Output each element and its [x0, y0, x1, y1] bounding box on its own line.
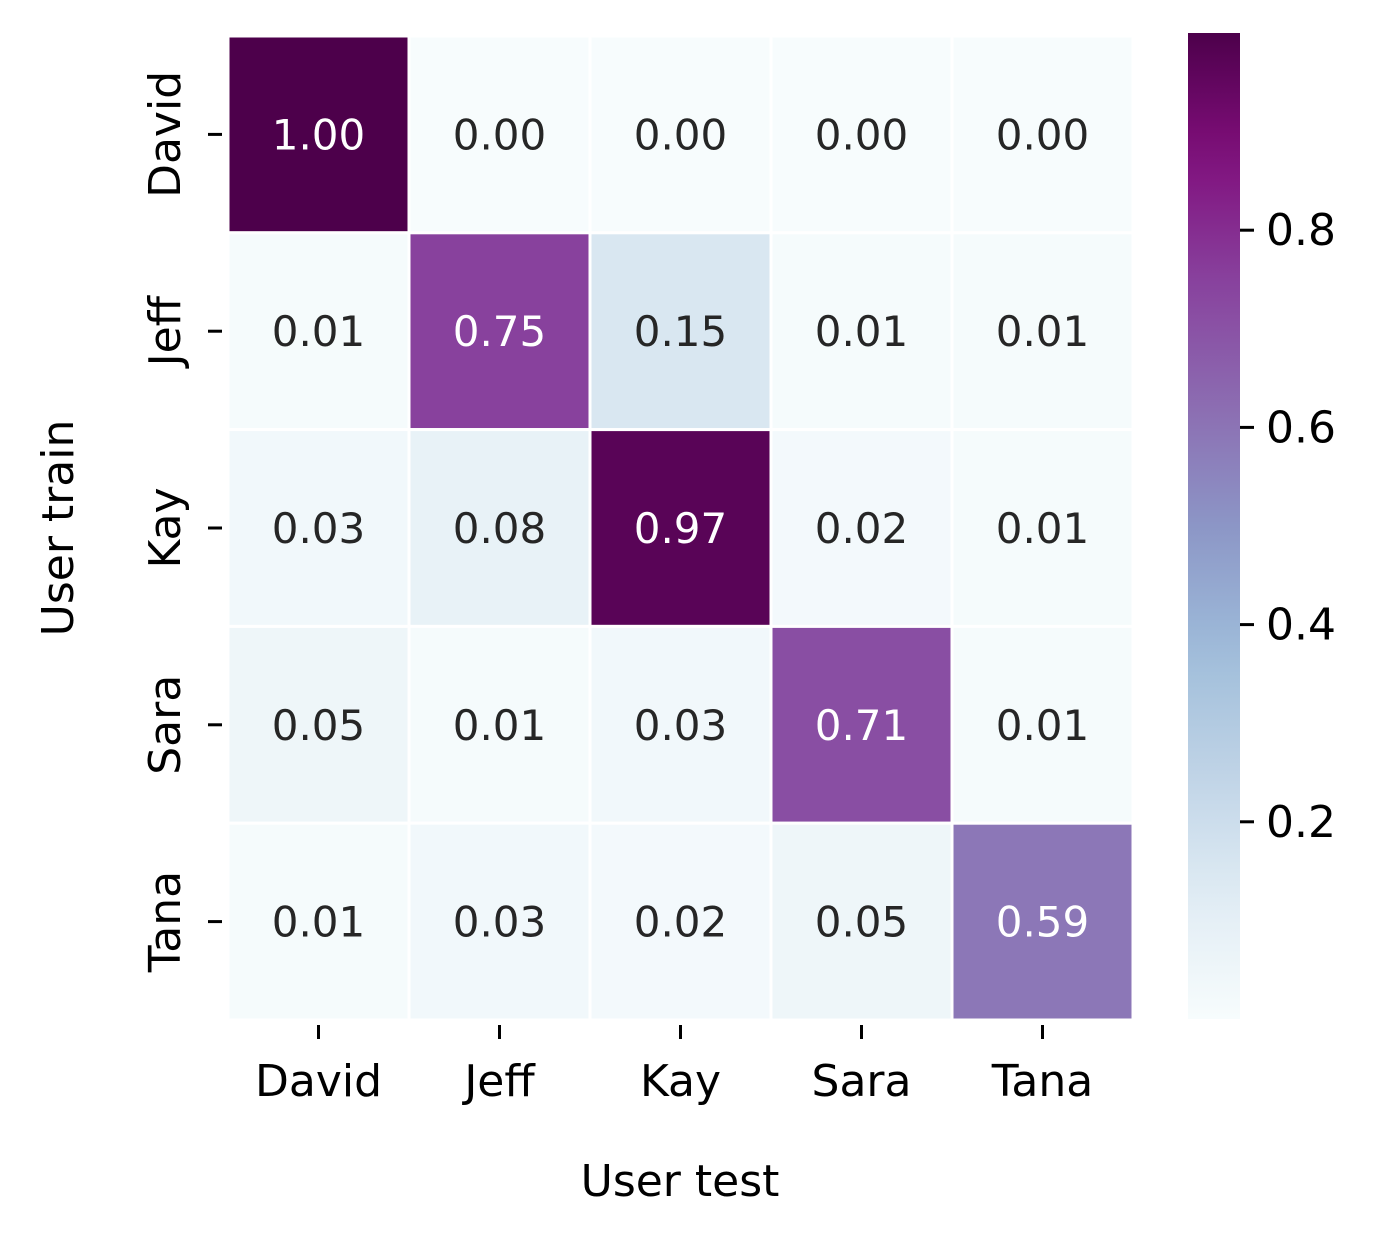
cell-value-label-0-3: 0.00 — [815, 110, 909, 159]
colorbar-ticks: 0.2 0.4 0.6 0.8 — [1240, 205, 1336, 848]
x-tick-label: Sara — [812, 1056, 912, 1107]
cell-value-label-1-1: 0.75 — [453, 307, 547, 356]
y-tick-label: Jeff — [140, 294, 191, 369]
heatmap-cell-4-1 — [407, 821, 592, 1022]
colorbar-tick-label: 0.4 — [1266, 600, 1336, 651]
cell-value-label-1-3: 0.01 — [815, 307, 909, 356]
heatmap-cell-3-4 — [950, 624, 1135, 825]
heatmap-cell-1-4 — [950, 231, 1135, 432]
heatmap-cell-4-0 — [226, 821, 411, 1022]
heatmap-cell-0-3 — [769, 34, 954, 235]
y-tick-label: Sara — [140, 675, 191, 775]
cell-value-label-0-2: 0.00 — [634, 110, 728, 159]
cell-value-label-3-0: 0.05 — [272, 701, 366, 750]
heatmap-cell-2-3 — [769, 428, 954, 628]
cell-value-label-3-2: 0.03 — [634, 701, 728, 750]
cell-value-label-0-1: 0.00 — [453, 110, 547, 159]
heatmap-cell-0-2 — [588, 34, 773, 235]
heatmap-cell-1-2 — [588, 231, 773, 432]
cell-value-label-0-0: 1.00 — [272, 110, 366, 159]
cell-value-label-0-4: 0.00 — [996, 110, 1090, 159]
x-tick-label: Tana — [991, 1056, 1093, 1107]
cell-value-label-2-3: 0.02 — [815, 504, 909, 553]
cell-value-label-1-2: 0.15 — [634, 307, 728, 356]
heatmap-cells: 1.00 0.00 0.00 0.00 0.00 0.01 0.75 0.15 0.01 0.01… — [226, 34, 1135, 1022]
cell-value-label-4-0: 0.01 — [272, 898, 366, 947]
cell-value-label-2-4: 0.01 — [996, 504, 1090, 553]
y-axis-ticks: David Jeff Kay Sara Tana — [140, 71, 222, 973]
y-tick-label: David — [140, 71, 191, 198]
colorbar — [1188, 33, 1240, 1019]
heatmap-cell-3-1 — [407, 624, 592, 825]
heatmap-cell-2-1 — [407, 428, 592, 628]
x-axis-ticks: David Jeff Kay Sara Tana — [255, 1025, 1093, 1107]
y-tick-label: Kay — [140, 487, 191, 568]
heatmap-cell-0-0 — [226, 34, 411, 235]
cell-value-label-4-3: 0.05 — [815, 898, 909, 947]
x-tick-label: David — [255, 1056, 382, 1107]
cell-value-label-2-1: 0.08 — [453, 504, 547, 553]
heatmap-cell-3-3 — [769, 624, 954, 825]
colorbar-tick-label: 0.8 — [1266, 205, 1336, 256]
colorbar-tick-label: 0.6 — [1266, 402, 1336, 453]
y-axis-label: User train — [33, 420, 84, 637]
heatmap-cell-3-2 — [588, 624, 773, 825]
cell-value-label-1-0: 0.01 — [272, 307, 366, 356]
cell-value-label-2-0: 0.03 — [272, 504, 366, 553]
cell-value-label-4-1: 0.03 — [453, 898, 547, 947]
cell-value-label-3-4: 0.01 — [996, 701, 1090, 750]
heatmap-cell-3-0 — [226, 624, 411, 825]
heatmap-cell-0-1 — [407, 34, 592, 235]
y-tick-label: Tana — [140, 871, 191, 973]
cell-value-label-2-2: 0.97 — [634, 504, 728, 553]
cell-value-label-4-2: 0.02 — [634, 898, 728, 947]
heatmap-cell-1-0 — [226, 231, 411, 432]
cell-value-label-3-1: 0.01 — [453, 701, 547, 750]
cell-value-label-1-4: 0.01 — [996, 307, 1090, 356]
x-tick-label: Jeff — [461, 1056, 536, 1107]
cell-value-label-3-3: 0.71 — [815, 701, 909, 750]
heatmap-cell-4-4 — [950, 821, 1135, 1022]
x-axis-label: User test — [581, 1156, 780, 1207]
x-tick-label: Kay — [640, 1056, 721, 1107]
cell-value-label-4-4: 0.59 — [996, 898, 1090, 947]
heatmap-cell-4-2 — [588, 821, 773, 1022]
colorbar-tick-label: 0.2 — [1266, 797, 1336, 848]
